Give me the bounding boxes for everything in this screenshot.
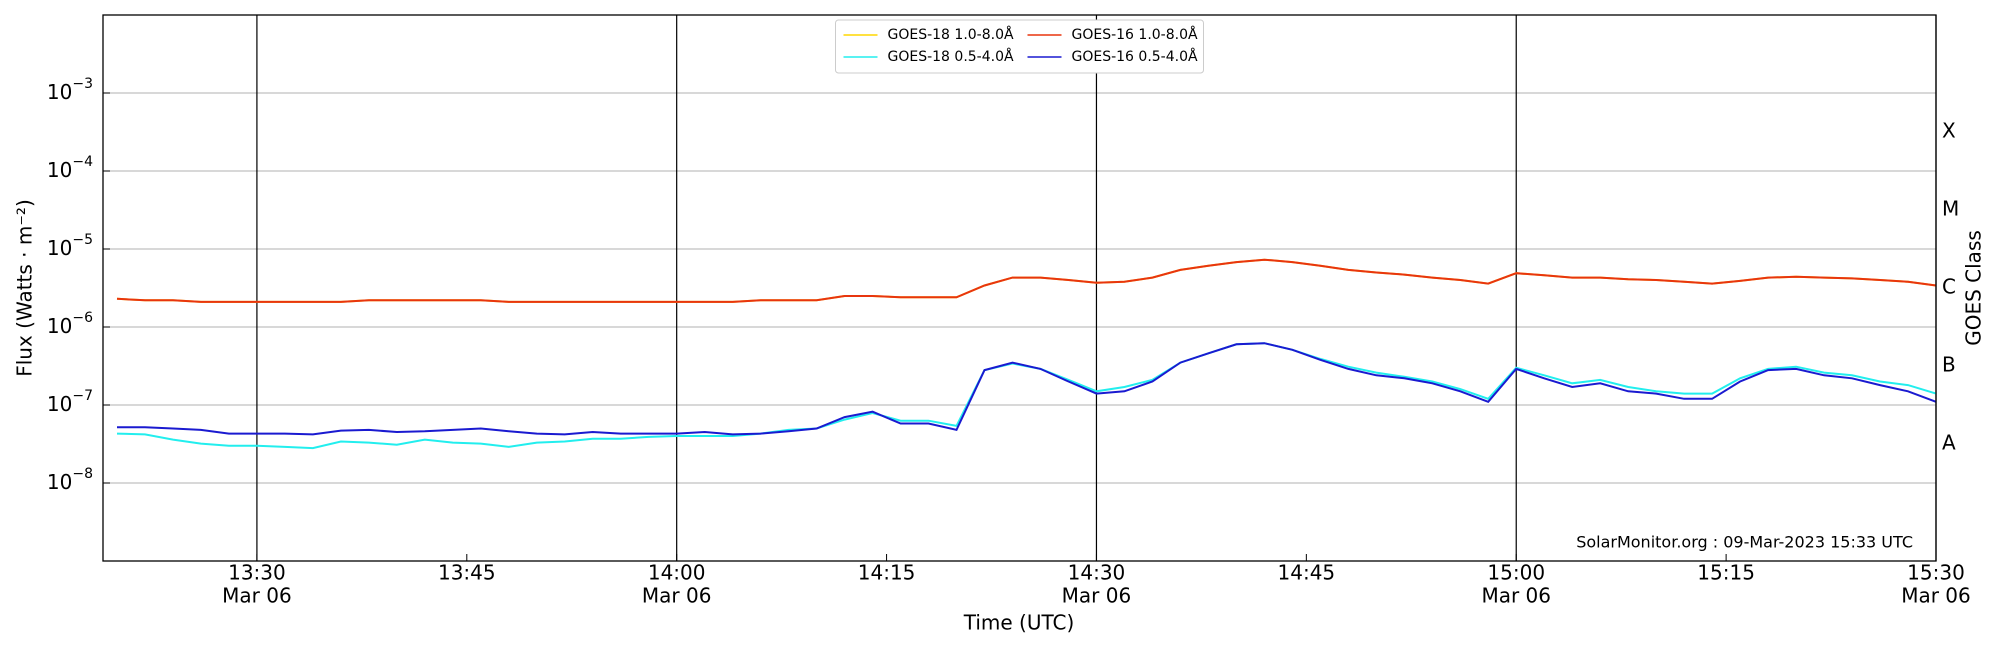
y2-tick-label: C [1942, 275, 1956, 299]
legend-label: GOES-16 0.5-4.0Å [1072, 48, 1198, 65]
y-tick-label: 10−4 [47, 154, 93, 182]
y-tick-base: 10 [47, 470, 72, 494]
y-tick-label: 10−7 [47, 388, 93, 416]
y-tick-label: 10−3 [47, 76, 93, 104]
x-tick-date: Mar 06 [1481, 584, 1551, 608]
series-line [116, 258, 1937, 303]
y-tick-base: 10 [47, 392, 72, 416]
y-tick-exp: −5 [72, 232, 93, 248]
y-tick-exp: −4 [72, 154, 93, 170]
y2-axis-label: GOES Class [1962, 230, 1986, 346]
x-tick-date: Mar 06 [1901, 584, 1971, 608]
x-tick-date: Mar 06 [642, 584, 712, 608]
y-tick-exp: −7 [72, 388, 93, 404]
y-tick-label: 10−6 [47, 310, 93, 338]
y2-tick-label: A [1942, 431, 1956, 455]
y-axis-label: Flux (Watts · m⁻²) [13, 199, 37, 377]
x-tick-label: 15:00 [1487, 561, 1545, 585]
y-tick-base: 10 [47, 314, 72, 338]
y-tick-exp: −6 [72, 310, 93, 326]
y-tick-exp: −3 [72, 76, 93, 92]
x-tick-label: 14:15 [858, 561, 916, 585]
axes-frame [102, 14, 1937, 562]
legend-box [835, 19, 1204, 74]
x-axis-label: Time (UTC) [963, 611, 1075, 635]
y-tick-base: 10 [47, 158, 72, 182]
y-tick-label: 10−8 [47, 466, 93, 494]
x-tick-label: 13:45 [438, 561, 496, 585]
legend-label: GOES-18 1.0-8.0Å [888, 26, 1014, 43]
x-tick-label: 14:00 [648, 561, 706, 585]
series-line [117, 342, 1937, 436]
y2-tick-label: X [1942, 119, 1956, 143]
y-tick-exp: −8 [72, 466, 93, 482]
legend-label: GOES-16 1.0-8.0Å [1072, 26, 1198, 43]
y-tick-base: 10 [47, 236, 72, 260]
y-tick-base: 10 [47, 80, 72, 104]
y2-tick-label: B [1942, 353, 1956, 377]
y-tick-label: 10−5 [47, 232, 93, 260]
y2-tick-label: M [1942, 197, 1959, 221]
x-tick-date: Mar 06 [1062, 584, 1132, 608]
x-tick-label: 14:30 [1068, 561, 1126, 585]
annotation: SolarMonitor.org : 09-Mar-2023 15:33 UTC [1576, 533, 1913, 552]
x-tick-date: Mar 06 [222, 584, 292, 608]
x-tick-label: 14:45 [1278, 561, 1336, 585]
x-tick-label: 15:15 [1697, 561, 1755, 585]
x-tick-label: 15:30 [1907, 561, 1965, 585]
legend-label: GOES-18 0.5-4.0Å [888, 48, 1014, 65]
x-tick-label: 13:30 [228, 561, 286, 585]
